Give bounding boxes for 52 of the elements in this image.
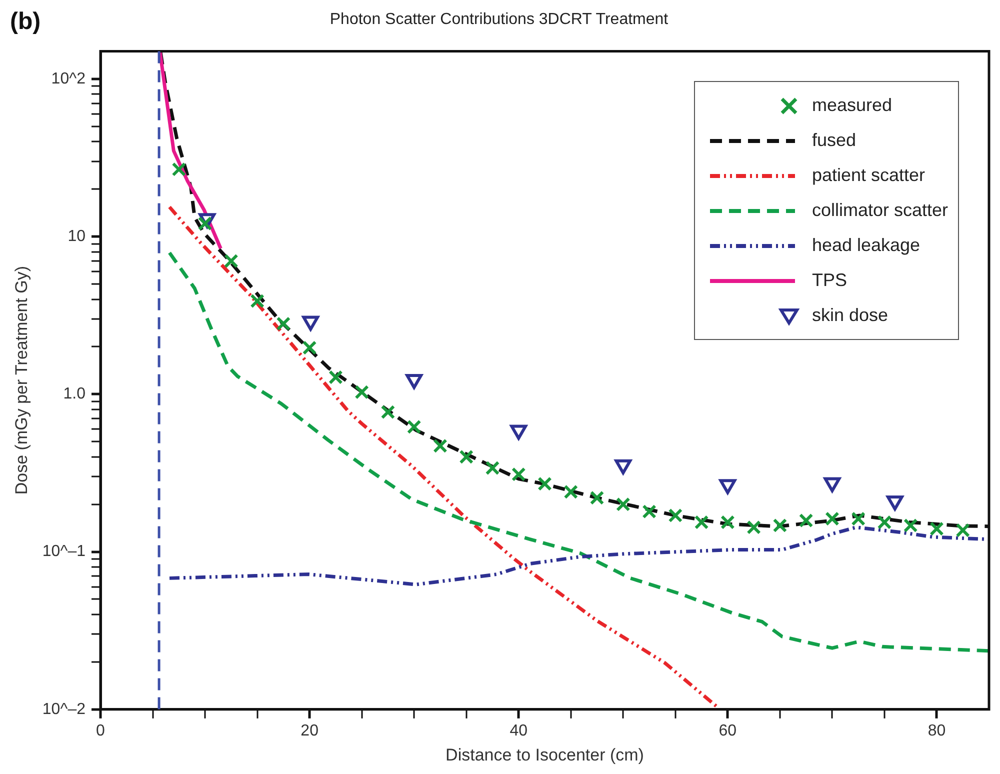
x-tick-label: 40	[510, 722, 528, 740]
point	[354, 384, 369, 400]
point	[328, 370, 343, 384]
point	[642, 504, 656, 519]
legend-label: collimator scatter	[812, 200, 948, 222]
y-tick-label: 10^–2	[42, 700, 86, 718]
point	[877, 515, 892, 530]
point	[564, 484, 578, 500]
point	[302, 340, 317, 355]
y-tick-label: 10	[68, 228, 86, 245]
point	[406, 420, 422, 434]
point	[511, 467, 526, 482]
x-tick-label: 60	[718, 722, 737, 740]
point	[930, 522, 944, 536]
point	[720, 515, 735, 530]
point	[746, 520, 761, 534]
x-tick-label: 20	[300, 722, 319, 740]
legend-label: patient scatter	[812, 165, 926, 186]
point	[485, 460, 500, 476]
point	[956, 523, 970, 538]
point	[694, 515, 709, 530]
point	[172, 162, 186, 176]
point	[250, 294, 264, 308]
chart-title: Photon Scatter Contributions 3DCRT Treatment	[330, 11, 669, 28]
x-tick-label: 80	[928, 722, 946, 740]
y-axis-title: Dose (mGy per Treatment Gy)	[12, 266, 31, 495]
legend-label: TPS	[812, 270, 847, 292]
line-series	[168, 205, 718, 708]
x-tick-label: 0	[96, 722, 106, 740]
point	[538, 476, 552, 491]
legend-label: skin dose	[812, 305, 888, 326]
point	[224, 254, 238, 268]
point	[903, 518, 918, 533]
point	[772, 518, 788, 533]
legend-label: fused	[812, 130, 856, 152]
y-tick-label: 10^2	[51, 70, 86, 88]
point	[380, 404, 396, 420]
point	[825, 512, 840, 526]
point	[276, 316, 291, 331]
point	[798, 513, 814, 528]
text: (b)	[10, 8, 41, 36]
point	[851, 512, 866, 526]
y-tick-label: 10^–1	[42, 543, 86, 560]
y-tick-label: 1.0	[63, 386, 86, 403]
point	[459, 450, 474, 464]
legend-label: head leakage	[812, 235, 920, 256]
point	[433, 438, 448, 454]
point	[668, 508, 683, 523]
x-axis-title: Distance to Isocenter (cm)	[446, 745, 644, 764]
point	[616, 497, 630, 512]
point	[590, 490, 604, 505]
legend-label: measured	[812, 95, 892, 116]
